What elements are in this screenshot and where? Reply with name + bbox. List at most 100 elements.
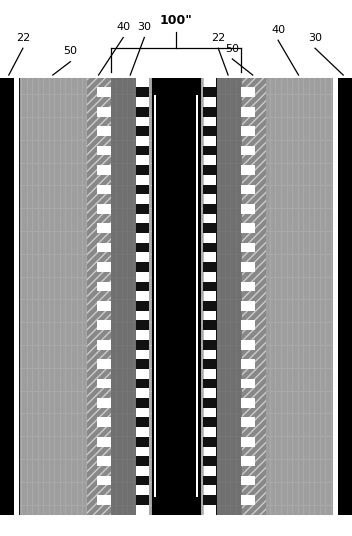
- Point: [227, 510, 232, 518]
- Point: [312, 139, 317, 147]
- Point: [278, 103, 284, 111]
- Point: [109, 175, 115, 184]
- Point: [275, 334, 281, 343]
- Point: [236, 136, 242, 145]
- Point: [216, 143, 221, 152]
- Point: [28, 185, 33, 193]
- Point: [76, 463, 82, 472]
- Point: [41, 148, 46, 157]
- Point: [316, 74, 321, 83]
- Point: [233, 256, 238, 264]
- Point: [25, 191, 31, 199]
- Point: [29, 148, 34, 157]
- Point: [128, 97, 134, 106]
- Point: [269, 208, 274, 217]
- Point: [19, 297, 24, 306]
- Point: [42, 323, 47, 332]
- Point: [28, 230, 33, 239]
- Point: [120, 308, 126, 316]
- Point: [302, 369, 308, 377]
- Point: [29, 254, 34, 263]
- Point: [49, 85, 55, 94]
- Point: [61, 294, 67, 303]
- Point: [301, 322, 306, 331]
- Point: [48, 170, 54, 178]
- Point: [219, 134, 225, 143]
- Point: [22, 434, 28, 443]
- Point: [305, 428, 310, 437]
- Point: [224, 304, 230, 312]
- Point: [128, 274, 134, 282]
- Point: [222, 247, 228, 256]
- Point: [198, 280, 204, 288]
- Point: [108, 426, 114, 434]
- Point: [62, 105, 68, 113]
- Point: [284, 409, 290, 418]
- Point: [236, 266, 242, 275]
- Point: [200, 203, 206, 212]
- Point: [146, 337, 152, 345]
- Point: [216, 129, 221, 137]
- Point: [70, 368, 76, 377]
- Point: [298, 441, 304, 449]
- Point: [313, 163, 318, 172]
- Point: [45, 125, 51, 133]
- Point: [234, 176, 240, 185]
- Point: [301, 165, 307, 174]
- Point: [297, 81, 303, 90]
- Point: [62, 394, 68, 403]
- Point: [323, 399, 328, 407]
- Point: [224, 463, 229, 472]
- Point: [79, 423, 84, 432]
- Point: [48, 415, 53, 423]
- Point: [25, 324, 30, 332]
- Point: [108, 212, 114, 220]
- Point: [275, 248, 281, 257]
- Point: [46, 483, 51, 492]
- Point: [284, 275, 289, 284]
- Point: [37, 468, 43, 477]
- Point: [305, 179, 310, 188]
- Point: [296, 437, 302, 445]
- Point: [46, 421, 51, 429]
- Point: [273, 445, 278, 453]
- Point: [264, 93, 270, 102]
- Point: [269, 130, 274, 138]
- Point: [265, 286, 271, 294]
- Point: [200, 417, 206, 426]
- Point: [198, 500, 204, 509]
- Point: [122, 111, 128, 120]
- Point: [216, 342, 222, 351]
- Point: [292, 225, 298, 234]
- Point: [328, 337, 333, 346]
- Point: [122, 191, 128, 199]
- Point: [38, 375, 44, 383]
- Point: [45, 157, 51, 165]
- Point: [273, 137, 278, 146]
- Point: [129, 289, 134, 298]
- Point: [127, 113, 133, 122]
- Point: [54, 297, 60, 306]
- Point: [114, 143, 119, 152]
- Point: [67, 101, 73, 109]
- Point: [42, 437, 48, 445]
- Point: [70, 505, 76, 513]
- Point: [108, 190, 114, 198]
- Point: [118, 300, 124, 309]
- Point: [108, 161, 114, 170]
- Point: [125, 377, 130, 386]
- Point: [280, 210, 286, 219]
- Point: [17, 85, 23, 93]
- Point: [329, 299, 335, 308]
- Point: [228, 259, 234, 267]
- Point: [302, 233, 308, 242]
- Point: [280, 253, 286, 262]
- Point: [324, 437, 330, 445]
- Point: [236, 420, 242, 428]
- Point: [285, 274, 291, 282]
- Point: [224, 244, 230, 253]
- Point: [26, 350, 32, 359]
- Point: [36, 504, 41, 512]
- Point: [283, 434, 289, 443]
- Point: [296, 90, 301, 99]
